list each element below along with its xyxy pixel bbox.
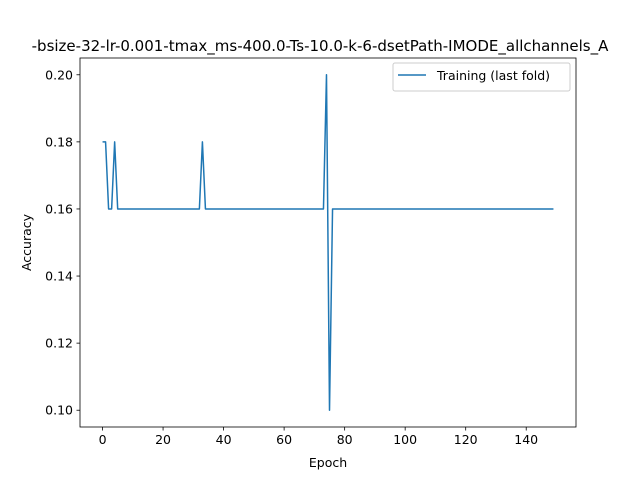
y-axis: 0.10 0.12 0.14 0.16 0.18 0.20 xyxy=(45,67,80,418)
y-tick-label: 0.14 xyxy=(45,269,73,284)
legend: Training (last fold) xyxy=(392,62,571,92)
y-tick-label: 0.12 xyxy=(45,336,73,351)
y-tick-label: 0.18 xyxy=(45,134,73,149)
series-line-0 xyxy=(102,74,554,411)
axes-frame xyxy=(79,57,577,428)
y-tick-label: 0.16 xyxy=(45,201,73,216)
x-axis-label: Epoch xyxy=(309,455,347,470)
x-tick-label: 40 xyxy=(216,432,232,447)
y-tick-label: 0.10 xyxy=(45,403,73,418)
legend-label: Training (last fold) xyxy=(436,68,550,83)
x-tick-label: 80 xyxy=(337,432,353,447)
chart-title: -bsize-32-lr-0.001-tmax_ms-400.0-Ts-10.0… xyxy=(32,37,609,56)
y-tick-label: 0.20 xyxy=(45,67,73,82)
x-tick-label: 20 xyxy=(155,432,171,447)
x-tick-label: 140 xyxy=(514,432,538,447)
x-axis: 0 20 40 60 80 100 120 140 xyxy=(99,427,538,447)
x-tick-label: 0 xyxy=(99,432,107,447)
x-tick-label: 120 xyxy=(454,432,478,447)
plot-area xyxy=(102,74,554,411)
y-axis-label: Accuracy xyxy=(19,213,34,271)
x-tick-label: 60 xyxy=(276,432,292,447)
x-tick-label: 100 xyxy=(393,432,417,447)
legend-box xyxy=(392,62,571,92)
